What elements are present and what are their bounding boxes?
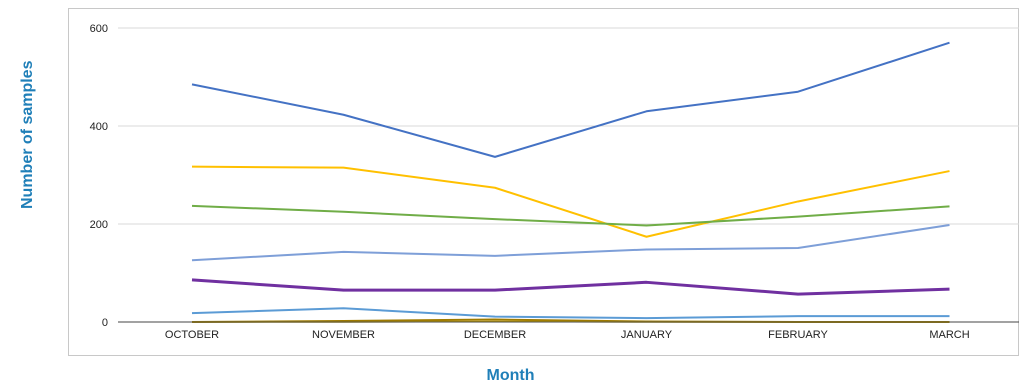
y-tick-label: 0 — [102, 317, 108, 329]
y-axis-label: Number of samples — [19, 60, 36, 209]
x-tick-label: FEBRUARY — [768, 329, 828, 341]
x-axis-label: Month — [486, 367, 535, 384]
y-tick-label: 600 — [90, 23, 108, 35]
series-lines — [191, 41, 950, 323]
series-line-2 — [191, 165, 950, 238]
x-tick-label: OCTOBER — [165, 329, 219, 341]
series-line-6 — [191, 307, 950, 320]
x-tick-label: DECEMBER — [464, 329, 526, 341]
y-axis-ticks: 0 200 400 600 — [90, 23, 108, 329]
x-tick-label: NOVEMBER — [312, 329, 375, 341]
series-line-1 — [191, 41, 950, 158]
series-line-5 — [191, 278, 950, 296]
x-axis-ticks: OCTOBER NOVEMBER DECEMBER JANUARY FEBRUARY MA… — [165, 329, 970, 341]
y-tick-label: 400 — [90, 121, 108, 133]
x-tick-label: MARCH — [929, 329, 969, 341]
x-tick-label: JANUARY — [621, 329, 673, 341]
series-line-3 — [191, 204, 950, 227]
series-line-4 — [191, 223, 950, 262]
y-tick-label: 200 — [90, 219, 108, 231]
gridlines — [118, 27, 1019, 225]
chart-frame — [68, 8, 1019, 356]
